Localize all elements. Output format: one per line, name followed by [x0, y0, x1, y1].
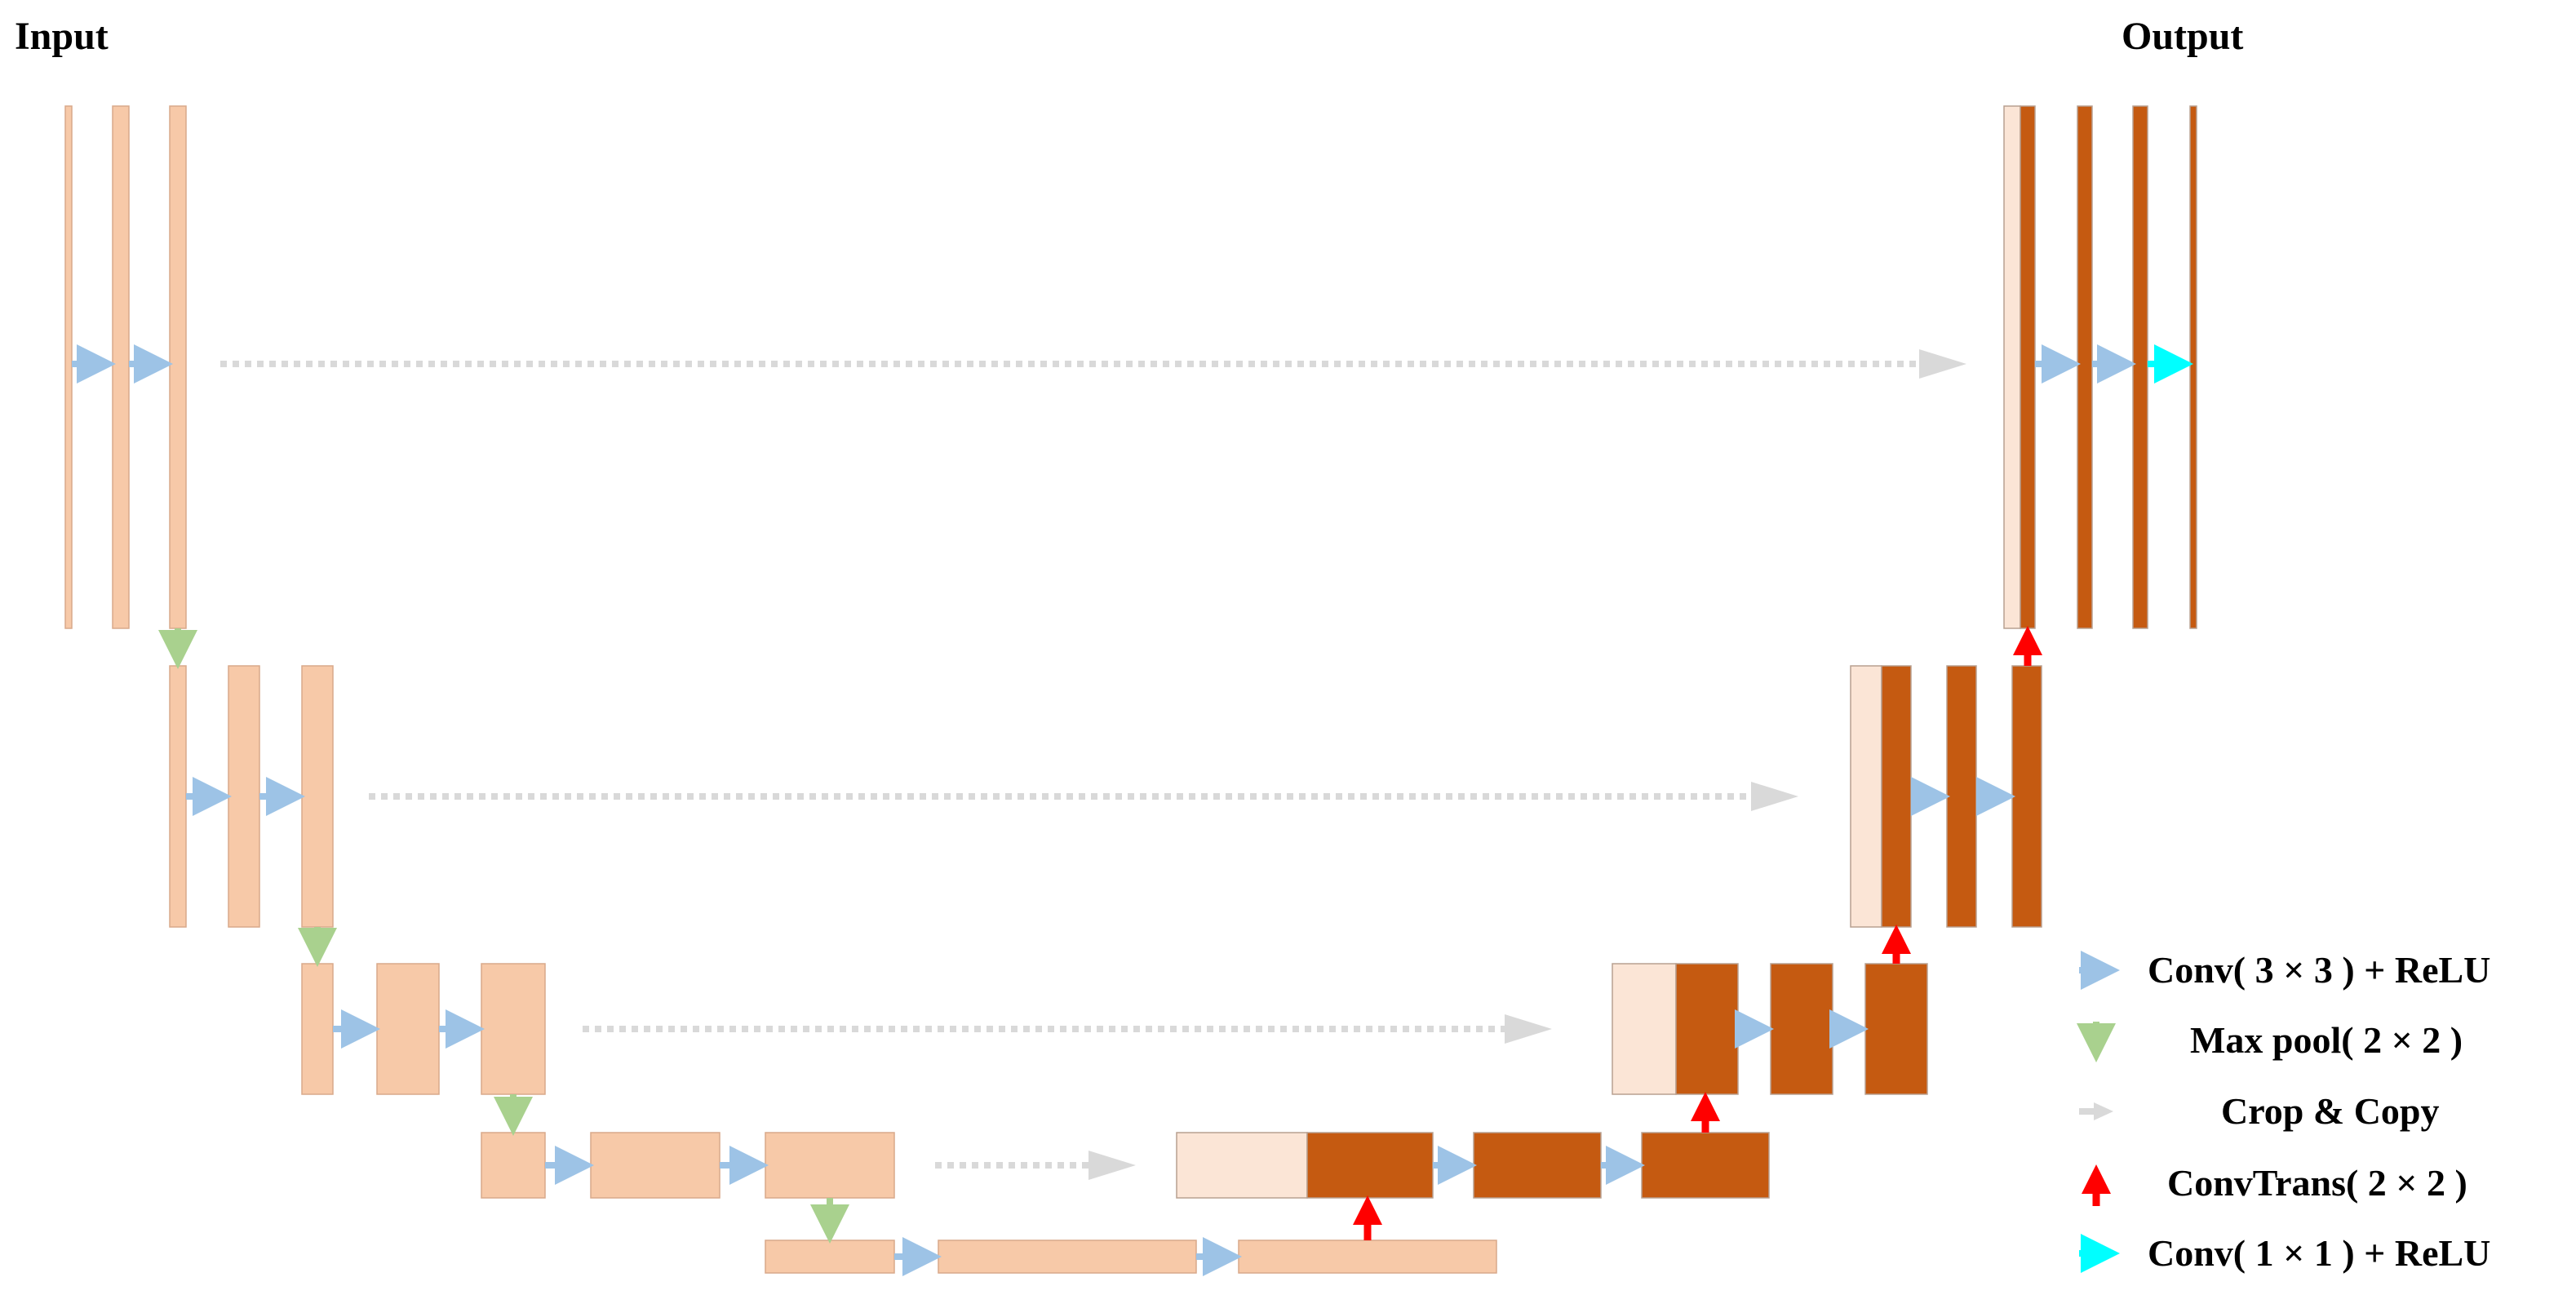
feature-map: [1306, 1132, 1434, 1199]
feature-map: [64, 105, 73, 629]
feature-map: [169, 665, 187, 928]
grey-arrowhead-icon: [2094, 1102, 2113, 1120]
up-arrows: [1353, 626, 2042, 1240]
output-title: Output: [2122, 15, 2243, 58]
feature-map: [112, 105, 130, 629]
feature-map: [301, 665, 334, 928]
feature-map: [1946, 665, 1977, 928]
feature-map: [376, 963, 440, 1095]
encoder-level-4: [481, 1132, 895, 1199]
copied-feature-map: [1850, 665, 1882, 928]
feature-map: [1238, 1240, 1497, 1274]
feature-map: [301, 963, 334, 1095]
bottleneck: [765, 1240, 1497, 1274]
copy-arrowhead: [1751, 782, 1798, 811]
copy-arrowhead: [1919, 349, 1966, 379]
legend-label: ConvTrans( 2 × 2 ): [2167, 1162, 2467, 1204]
feature-map: [2011, 665, 2042, 928]
copied-feature-map: [1176, 1132, 1308, 1199]
pool-arrows: [158, 628, 849, 1244]
feature-map: [590, 1132, 720, 1199]
input-title: Input: [15, 15, 109, 58]
legend-item-conv: Conv( 3 × 3 ) + ReLU: [2079, 949, 2490, 991]
feature-map: [2132, 105, 2148, 629]
feature-map: [938, 1240, 1197, 1274]
feature-map: [2020, 105, 2036, 629]
legend-item-final: Conv( 1 × 1 ) + ReLU: [2079, 1232, 2490, 1274]
legend-label: Conv( 1 × 1 ) + ReLU: [2148, 1232, 2490, 1274]
decoder-level-4: [1176, 1132, 1770, 1199]
feature-map: [2077, 105, 2093, 629]
legend-item-copy: Crop & Copy: [2079, 1090, 2440, 1132]
feature-map: [1473, 1132, 1602, 1199]
encoder-level-1: [64, 105, 187, 629]
decoder-level-2: [1850, 665, 2042, 928]
copy-arrowhead: [1088, 1151, 1136, 1180]
legend-item-up: ConvTrans( 2 × 2 ): [2082, 1162, 2467, 1206]
feature-map: [1770, 963, 1833, 1095]
legend-item-pool: Max pool( 2 × 2 ): [2077, 1019, 2463, 1062]
feature-map: [1675, 963, 1739, 1095]
legend-label: Max pool( 2 × 2 ): [2190, 1019, 2463, 1061]
legend: Conv( 3 × 3 ) + ReLU Max pool( 2 × 2 ) C…: [2077, 949, 2490, 1274]
output-map: [2189, 105, 2197, 629]
copy-arrows: [220, 349, 1966, 1180]
feature-map: [481, 963, 546, 1095]
feature-map: [1641, 1132, 1770, 1199]
copied-feature-map: [2003, 105, 2021, 629]
decoder-level-3: [1612, 963, 1928, 1095]
conv-arrows: [72, 344, 2136, 1276]
legend-label: Conv( 3 × 3 ) + ReLU: [2148, 949, 2490, 991]
feature-map: [1881, 665, 1912, 928]
feature-map: [169, 105, 187, 629]
feature-map: [228, 665, 260, 928]
feature-map: [1864, 963, 1928, 1095]
feature-map: [765, 1132, 895, 1199]
copy-arrowhead: [1505, 1014, 1552, 1044]
feature-map: [765, 1240, 895, 1274]
feature-map: [481, 1132, 546, 1199]
legend-label: Crop & Copy: [2221, 1090, 2440, 1132]
copied-feature-map: [1612, 963, 1677, 1095]
